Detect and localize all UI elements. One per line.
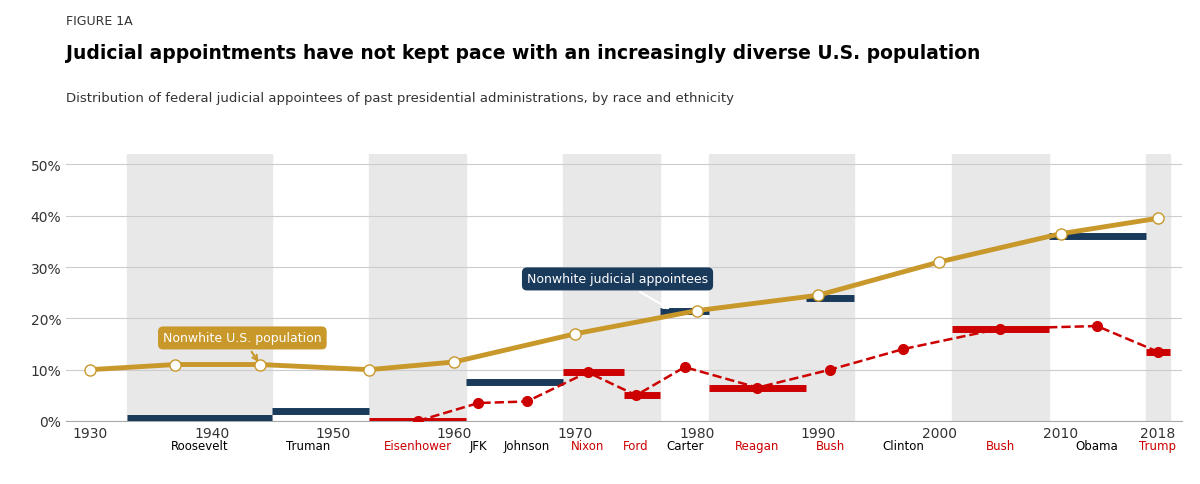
Text: Obama: Obama [1075, 439, 1118, 452]
Bar [370, 155, 467, 421]
Text: Carter: Carter [666, 439, 703, 452]
Text: Nonwhite U.S. population: Nonwhite U.S. population [163, 332, 322, 361]
Text: Truman: Truman [287, 439, 331, 452]
Text: Judicial appointments have not kept pace with an increasingly diverse U.S. popul: Judicial appointments have not kept pace… [66, 44, 980, 62]
Text: Reagan: Reagan [736, 439, 780, 452]
Text: Johnson: Johnson [504, 439, 550, 452]
Bar [952, 155, 1049, 421]
Text: Trump: Trump [1139, 439, 1176, 452]
Bar [127, 155, 272, 421]
Bar [563, 155, 660, 421]
Text: Nixon: Nixon [571, 439, 605, 452]
Text: Bush: Bush [985, 439, 1015, 452]
Text: Roosevelt: Roosevelt [170, 439, 228, 452]
Text: JFK: JFK [469, 439, 487, 452]
Text: Nonwhite judicial appointees: Nonwhite judicial appointees [527, 273, 708, 308]
Text: Distribution of federal judicial appointees of past presidential administrations: Distribution of federal judicial appoint… [66, 92, 734, 105]
Text: Clinton: Clinton [882, 439, 924, 452]
Text: Bush: Bush [816, 439, 845, 452]
Text: Eisenhower: Eisenhower [384, 439, 452, 452]
Text: Ford: Ford [623, 439, 649, 452]
Text: FIGURE 1A: FIGURE 1A [66, 15, 133, 28]
Bar [709, 155, 854, 421]
Bar [1146, 155, 1170, 421]
